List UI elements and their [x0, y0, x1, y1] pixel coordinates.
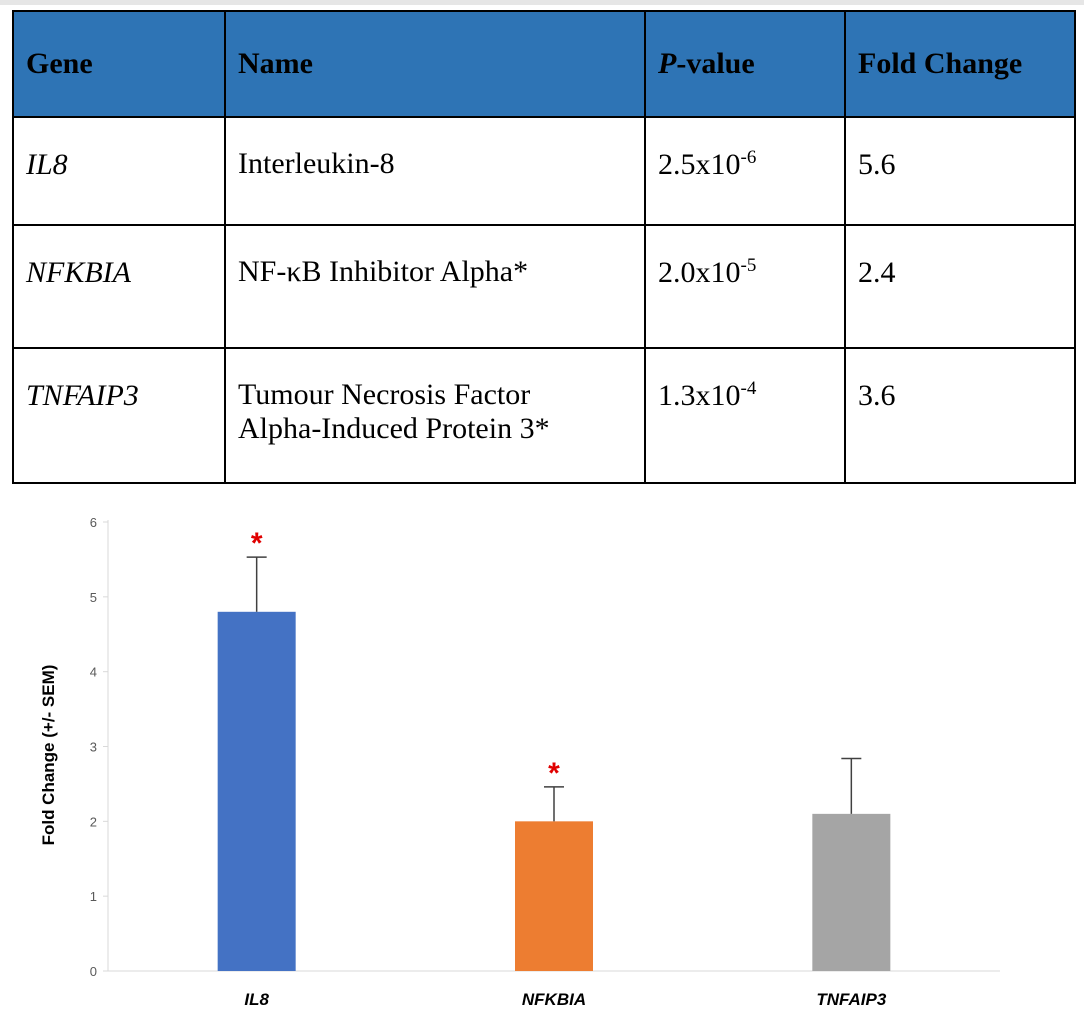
gene-cell: NFKBIA — [12, 224, 226, 349]
name-line: NF-κB Inhibitor Alpha* — [238, 255, 529, 288]
table-row: IL8 Interleukin-8 2.5x10-6 5.6 — [12, 116, 1076, 226]
p-value-exponent: -5 — [740, 255, 757, 276]
significance-marker: * — [251, 527, 263, 560]
y-axis — [103, 520, 109, 972]
p-value-cell: 2.0x10-5 — [644, 224, 846, 349]
header-fold-change: Fold Change — [844, 10, 1076, 118]
bar — [812, 813, 891, 971]
table-header-row: Gene Name P-value Fold Change — [12, 10, 1076, 118]
significance-markers: ** — [251, 527, 560, 790]
y-tick-label: 0 — [90, 964, 97, 979]
header-p-value: P-value — [644, 10, 846, 118]
error-bars — [246, 556, 862, 822]
table-row: TNFAIP3 Tumour Necrosis Factor Alpha-Indu… — [12, 347, 1076, 484]
x-category-label: IL8 — [244, 990, 269, 1009]
x-category-label: NFKBIA — [522, 990, 586, 1009]
table-row: NFKBIA NF-κB Inhibitor Alpha* 2.0x10-5 2… — [12, 224, 1076, 349]
gene-table: Gene Name P-value Fold Change IL8 Interl… — [12, 10, 1076, 484]
name-line: Interleukin-8 — [238, 147, 395, 180]
header-name: Name — [224, 10, 646, 118]
fold-change-cell: 2.4 — [844, 224, 1076, 349]
name-cell: Tumour Necrosis Factor Alpha-Induced Prot… — [224, 347, 646, 484]
p-value-cell: 2.5x10-6 — [644, 116, 846, 226]
fold-change-cell: 5.6 — [844, 116, 1076, 226]
p-value-exponent: -4 — [740, 378, 757, 399]
y-tick-label: 4 — [90, 665, 97, 680]
y-tick-label: 3 — [90, 740, 97, 755]
top-divider — [0, 0, 1084, 5]
x-category-label: TNFAIP3 — [816, 990, 886, 1009]
y-tick-labels: 0 1 2 3 4 5 6 — [90, 515, 97, 979]
significance-marker: * — [548, 757, 560, 790]
p-value-base: 2.5x10 — [658, 148, 741, 181]
name-cell: Interleukin-8 — [224, 116, 646, 226]
name-line: Alpha-Induced Protein 3* — [238, 412, 550, 445]
p-value-cell: 1.3x10-4 — [644, 347, 846, 484]
y-tick-label: 6 — [90, 515, 97, 530]
header-gene: Gene — [12, 10, 226, 118]
header-p-suffix: -value — [676, 47, 755, 80]
bar-series — [217, 611, 891, 971]
name-cell: NF-κB Inhibitor Alpha* — [224, 224, 646, 349]
gene-cell: IL8 — [12, 116, 226, 226]
y-tick-label: 2 — [90, 814, 97, 829]
p-value-exponent: -6 — [740, 147, 757, 168]
header-p-letter: P — [658, 47, 677, 80]
y-tick-label: 5 — [90, 590, 97, 605]
x-category-labels: IL8 NFKBIA TNFAIP3 — [244, 990, 886, 1009]
name-line: Tumour Necrosis Factor — [238, 378, 531, 411]
y-axis-title: Fold Change (+/- SEM) — [39, 665, 58, 846]
fold-change-cell: 3.6 — [844, 347, 1076, 484]
bar — [217, 611, 296, 971]
bar — [515, 821, 593, 971]
p-value-base: 2.0x10 — [658, 256, 741, 289]
gene-cell: TNFAIP3 — [12, 347, 226, 484]
y-tick-label: 1 — [90, 889, 97, 904]
p-value-base: 1.3x10 — [658, 379, 741, 412]
